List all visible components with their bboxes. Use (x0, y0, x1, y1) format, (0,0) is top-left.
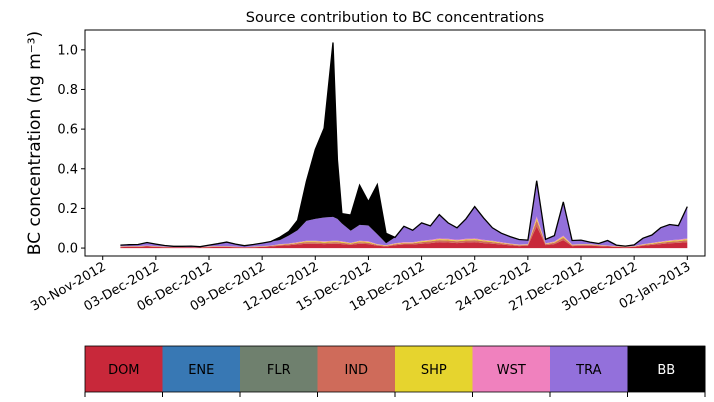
y-tick-label: 0.4 (57, 162, 78, 177)
chart-title: Source contribution to BC concentrations (246, 10, 544, 26)
area-bb (120, 42, 688, 247)
stacked-area-layers (120, 42, 688, 249)
legend-swatch-ind (317, 346, 396, 392)
legend-label-ene: ENE (188, 363, 214, 378)
legend-label-dom: DOM (108, 363, 139, 378)
y-axis: 0.0 0.2 0.4 0.6 0.8 1.0 (57, 43, 85, 257)
y-tick-label: 0.6 (57, 123, 78, 138)
legend-label-wst: WST (497, 363, 526, 378)
legend-label-ind: IND (345, 363, 369, 378)
y-axis-label: BC concentration (ng m⁻³) (25, 31, 45, 255)
area-tra (120, 180, 688, 248)
legend: DOM ENE FLR IND SHP WST TRA BB (84, 345, 706, 397)
y-tick-label: 0.2 (57, 202, 78, 217)
y-tick-label: 0.0 (57, 242, 78, 257)
plot-border (84, 29, 706, 257)
legend-label-tra: TRA (575, 363, 601, 378)
x-axis: 30-Nov-201203-Dec-201206-Dec-201209-Dec-… (28, 256, 693, 315)
total-outline (120, 42, 688, 248)
legend-label-flr: FLR (267, 363, 291, 378)
plot-frame (84, 29, 706, 257)
y-tick-label: 0.8 (57, 83, 78, 98)
y-tick-label: 1.0 (57, 43, 78, 58)
legend-swatch-shp (395, 346, 473, 392)
legend-label-bb: BB (657, 363, 675, 378)
legend-swatch-wst (472, 346, 551, 392)
legend-label-shp: SHP (421, 363, 447, 378)
legend-swatch-dom (85, 346, 163, 392)
legend-swatch-bb (627, 346, 706, 392)
legend-swatch-tra (550, 346, 628, 392)
legend-swatch-ene (162, 346, 241, 392)
legend-swatch-flr (240, 346, 318, 392)
